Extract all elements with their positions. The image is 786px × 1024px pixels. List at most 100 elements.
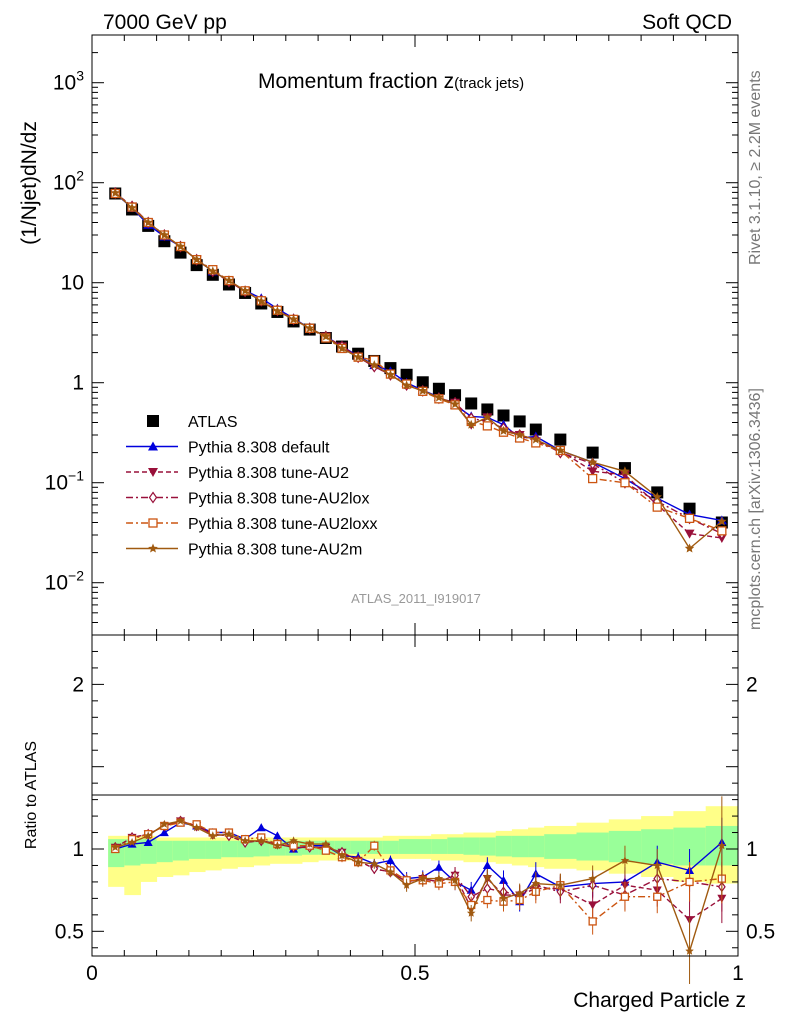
ratio-data-point xyxy=(160,819,169,828)
ratio-data-point xyxy=(588,901,598,910)
ratio-data-point xyxy=(588,917,597,926)
ratio-y-tick-label: 0.5 xyxy=(55,920,84,943)
ratio-data-point xyxy=(499,875,509,884)
main-title-text: Momentum fraction xyxy=(258,70,444,93)
main-data-point xyxy=(449,389,462,402)
header-left: 7000 GeV pp xyxy=(103,11,227,34)
main-data-point xyxy=(513,415,526,428)
ratio-y-tick-label-right: 2 xyxy=(746,673,758,696)
main-data-point xyxy=(432,382,445,395)
ratio-data-point xyxy=(653,861,662,870)
ratio-band-green xyxy=(495,835,513,857)
main-y-tick-label: 1 xyxy=(72,372,84,395)
legend-marker xyxy=(148,491,158,504)
ratio-band-green xyxy=(172,840,190,861)
main-data-point xyxy=(321,331,331,341)
ratio-y-tick-label: 1 xyxy=(72,838,84,861)
legend-item: Pythia 8.308 tune-AU2m xyxy=(126,542,362,559)
main-data-point xyxy=(588,473,598,484)
ratio-data-point xyxy=(111,842,120,851)
legend-label: Pythia 8.308 tune-AU2m xyxy=(188,542,362,559)
main-series-line xyxy=(114,192,722,539)
ratio-band-green xyxy=(253,840,271,857)
ratio-y-tick-label: 2 xyxy=(72,673,84,696)
main-data-point xyxy=(191,254,202,264)
ratio-band-green xyxy=(188,840,206,859)
ratio-data-point xyxy=(483,882,492,895)
legend: ATLAS Pythia 8.308 default Pythia 8.308 tu… xyxy=(126,414,377,559)
main-data-point xyxy=(466,419,476,429)
main-data-point xyxy=(684,543,695,553)
main-data-point xyxy=(400,368,413,381)
main-title-sub: (track jets) xyxy=(454,75,524,92)
main-data-point xyxy=(587,467,598,477)
x-tick-label: 0.5 xyxy=(400,962,429,985)
ratio-data-point xyxy=(499,893,508,902)
ratio-data-point xyxy=(385,856,395,865)
ratio-y-label: Ratio to ATLAS xyxy=(23,741,40,849)
main-data-point xyxy=(684,529,695,539)
main-y-tick-label: 102 xyxy=(53,168,84,195)
main-data-point xyxy=(110,187,120,197)
ratio-band-green xyxy=(156,840,174,863)
main-panel: 10−2 10−1 1 10 102 103 Momentum fraction z(tr… xyxy=(18,34,739,636)
main-data-point xyxy=(143,217,153,227)
main-data-point xyxy=(555,445,566,455)
ratio-data-point xyxy=(353,857,363,866)
ratio-band-green xyxy=(463,837,481,855)
ratio-data-point xyxy=(653,892,662,901)
ratio-data-point xyxy=(370,859,379,868)
ratio-band-green xyxy=(544,834,577,859)
main-data-point xyxy=(304,323,315,333)
main-data-point xyxy=(717,516,727,526)
legend-label: Pythia 8.308 default xyxy=(188,440,330,457)
legend-marker xyxy=(148,441,158,451)
ratio-band-green xyxy=(415,839,432,854)
main-data-point xyxy=(369,360,380,370)
main-data-point xyxy=(385,369,396,379)
ratio-data-point xyxy=(483,895,492,905)
ratio-data-point xyxy=(256,823,266,832)
ratio-data-point xyxy=(482,860,492,870)
main-data-point xyxy=(256,296,266,306)
main-data-point xyxy=(620,478,630,488)
main-data-point xyxy=(353,352,363,362)
main-title-var: z xyxy=(444,70,455,93)
legend-item: Pythia 8.308 default xyxy=(126,440,330,457)
main-data-point xyxy=(514,430,525,439)
ratio-data-point xyxy=(685,877,694,887)
ratio-band-green xyxy=(205,840,222,859)
ratio-data-point xyxy=(240,836,250,845)
ratio-data-point xyxy=(208,831,218,840)
ratio-data-point xyxy=(257,836,266,845)
ratio-data-point xyxy=(483,872,492,881)
main-data-point xyxy=(272,306,283,316)
ratio-data-point xyxy=(273,841,282,850)
ratio-data-point xyxy=(289,836,298,845)
ratio-data-point xyxy=(337,851,347,860)
ratio-data-point xyxy=(176,816,185,825)
main-data-point xyxy=(554,433,567,446)
main-data-point xyxy=(586,446,599,459)
ratio-data-point xyxy=(370,841,379,850)
ratio-y-axis: 0.5 0.5 1 1 2 2 xyxy=(55,650,775,949)
ratio-plot-area xyxy=(110,796,727,984)
main-data-point xyxy=(127,202,137,212)
legend-item: ATLAS xyxy=(147,414,238,431)
legend-marker xyxy=(148,468,158,477)
main-data-point xyxy=(481,403,494,416)
ratio-data-point xyxy=(127,837,137,847)
legend-marker xyxy=(148,543,158,553)
legend-label: Pythia 8.308 tune-AU2loxx xyxy=(188,516,377,533)
main-data-point xyxy=(717,526,727,536)
ratio-data-point xyxy=(386,867,395,876)
main-data-point xyxy=(401,380,412,390)
ratio-band-green xyxy=(511,835,529,858)
main-title: Momentum fraction z(track jets) xyxy=(258,70,524,93)
main-y-tick-label: 10−1 xyxy=(45,468,85,495)
ratio-band-green xyxy=(382,840,400,854)
ratio-data-point xyxy=(272,831,282,840)
main-series-3 xyxy=(111,186,727,540)
ratio-data-point xyxy=(588,874,597,883)
ratio-data-point xyxy=(685,946,694,955)
